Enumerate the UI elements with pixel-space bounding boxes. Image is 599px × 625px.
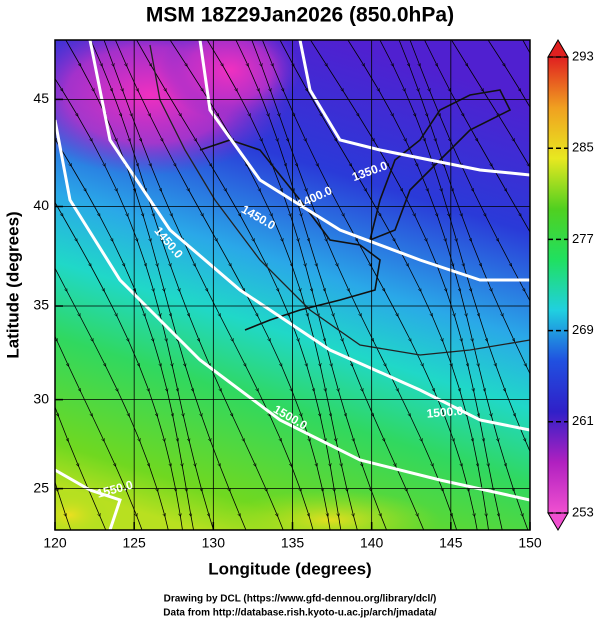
title: MSM 18Z29Jan2026 (850.0hPa): [146, 4, 454, 27]
axes: 120 125 130 135 140 145 150 25 30 35 40 45: [33, 90, 541, 551]
colorbar-tick-label: 277: [572, 231, 594, 246]
cold-core: [160, 40, 300, 120]
colorbar-tick-label: 293: [572, 48, 594, 63]
colorbar-scale: [547, 56, 569, 514]
grid: [55, 40, 530, 530]
coastline: [199, 139, 381, 331]
colorbar-tick-label: 285: [572, 140, 594, 155]
x-tick-label: 145: [439, 535, 463, 551]
colorbar: 253 261 269 277 285 293: [547, 39, 594, 531]
x-tick-label: 150: [518, 535, 542, 551]
x-tick-label: 135: [281, 535, 305, 551]
y-tick-label: 30: [33, 390, 49, 406]
contour-label: 1500.0: [426, 404, 464, 421]
coastline: [149, 44, 530, 356]
colorbar-extend: [547, 39, 569, 58]
colorbar-tick-label: 253: [572, 504, 594, 519]
colorbar-extend: [547, 512, 569, 531]
y-tick-label: 25: [33, 479, 49, 495]
y-tick-label: 45: [33, 90, 49, 106]
y-axis-label: Latitude (degrees): [3, 211, 22, 358]
x-tick-label: 130: [202, 535, 226, 551]
y-tick-label: 35: [33, 297, 49, 313]
y-tick-label: 40: [33, 197, 49, 213]
x-axis-label: Longitude (degrees): [208, 559, 371, 578]
credit: Drawing by DCL (https://www.gfd-dennou.o…: [164, 594, 437, 605]
warm-area: [220, 490, 440, 530]
x-tick-label: 125: [122, 535, 146, 551]
streamlines: [55, 40, 530, 530]
colorbar-tick-label: 261: [572, 413, 594, 428]
contours: [55, 40, 530, 530]
x-tick-label: 140: [360, 535, 384, 551]
credit: Data from http://database.rish.kyoto-u.a…: [163, 608, 437, 619]
coastline: [368, 89, 512, 242]
colorbar-tick-label: 269: [572, 322, 594, 337]
x-tick-label: 120: [43, 535, 67, 551]
